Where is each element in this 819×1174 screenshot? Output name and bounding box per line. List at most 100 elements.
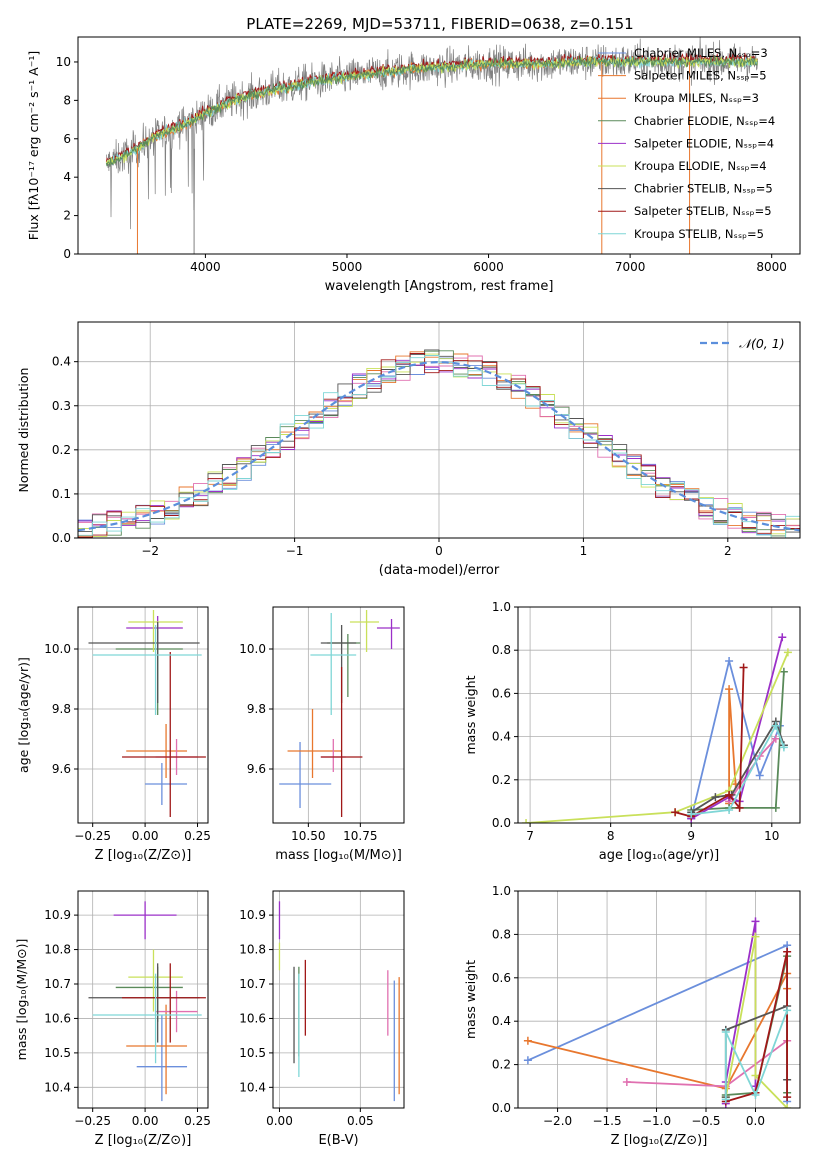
y-tick-label: 9.8 [247,702,266,716]
y-axis-label: Normed distribution [16,368,31,493]
y-tick-label: 10.8 [239,943,266,957]
y-tick-label: 0.2 [52,443,71,457]
y-tick-label: 10.5 [44,1046,71,1060]
y-tick-label: 1.0 [492,884,511,898]
y-axis-label: mass [log₁₀(M/M⊙)] [14,939,29,1061]
x-tick-label: 0.25 [184,829,211,843]
y-tick-label: 10.5 [239,1046,266,1060]
plus-marker [523,1056,532,1065]
age_vs_z-frame [77,606,209,824]
data-point [320,625,357,703]
y-tick-label: 10.0 [239,642,266,656]
age_vs_z-panel: −0.25 0.00 0.25 9.6 9.8 10.0 Z [log₁₀(Z/Z⊙)] ag… [16,606,211,863]
x-axis-label: mass [log₁₀(M/M⊙)] [275,848,402,863]
weight_vs_z-ticks: −2.0 −1.5 −1.0 −0.5 0.0 0.0 0.2 0.4 0.6 0.8 1.0 [492,884,765,1128]
weight_vs_age-ticks: 7 8 9 10 0.0 0.2 0.4 0.6 0.8 1.0 [492,600,780,843]
x-tick-label: 0.0 [746,1114,765,1128]
data-point [92,625,202,715]
spectrum-frame [77,36,801,255]
mass_vs_ebv-panel: 0.00 0.05 10.4 10.5 10.6 10.7 10.8 10.9 E(B-V) [239,890,405,1148]
figure-title: PLATE=2269, MJD=53711, FIBERID=0638, z=0… [246,15,633,33]
x-axis-label: age [log₁₀(age/yr)] [599,848,720,863]
y-tick-label: 10.6 [44,1011,71,1025]
data-point [126,1004,188,1095]
y-tick-label: 0.2 [492,773,511,787]
weight-series [522,648,792,823]
plus-marker [783,648,792,657]
x-tick-label: 0.05 [347,1114,374,1128]
residuals-legend: 𝒩(0, 1) [700,336,785,351]
weight-series [721,1006,792,1104]
plus-marker [739,663,748,672]
x-tick-label: 10.75 [343,829,377,843]
data-point [287,709,342,778]
legend-entry: Chabrier STELIB, Nₛₛₚ=5 [634,182,773,196]
series-line [690,660,781,819]
histogram-series [78,355,800,538]
y-tick-label: 10.6 [239,1011,266,1025]
y-tick-label: 0.8 [492,927,511,941]
plus-marker [725,657,734,665]
plus-marker [755,771,764,780]
y-axis-label: mass weight [463,675,478,754]
age_vs_mass-frame [272,606,405,824]
mass_vs_z-ticks: −0.25 0.00 0.25 10.4 10.5 10.6 10.7 10.8 10.9 [44,908,211,1128]
plus-marker [783,1104,792,1108]
data-point [128,610,183,652]
plus-marker [751,932,760,941]
legend-entry: Salpeter STELIB, Nₛₛₚ=5 [634,204,772,218]
y-tick-label: 10.9 [44,908,71,922]
plus-marker [687,810,696,819]
age_vs_z-points [88,610,206,817]
legend-entry: Kroupa MILES, Nₛₛₚ=3 [634,91,759,105]
x-tick-label: −1.5 [592,1114,621,1128]
data-point [376,619,400,649]
x-tick-label: 0.00 [132,1114,159,1128]
x-tick-label: 5000 [332,260,363,274]
legend-entry: Salpeter ELODIE, Nₛₛₚ=4 [634,136,774,150]
plus-marker [721,1095,730,1104]
weight_vs_age-series [522,633,792,823]
y-tick-label: 0.4 [52,355,71,369]
plus-marker [771,803,780,812]
plus-marker [771,734,780,743]
age_vs_z-grid [78,607,208,823]
x-tick-label: 0.00 [132,829,159,843]
mass_vs_z-panel: −0.25 0.00 0.25 10.4 10.5 10.6 10.7 10.8 10.9 Z [… [14,890,211,1148]
residuals-panel: −2 −1 0 1 2 0.0 0.1 0.2 0.3 0.4 (data-model)/error… [16,321,801,578]
legend-entry: Kroupa STELIB, Nₛₛₚ=5 [634,227,764,241]
y-tick-label: 10.7 [239,977,266,991]
x-tick-label: 0.00 [266,1114,293,1128]
y-tick-label: 0.2 [492,1058,511,1072]
data-point [122,652,206,817]
x-tick-label: 4000 [190,260,221,274]
data-point [310,613,357,715]
series-line [527,973,788,1090]
x-axis-label: Z [log₁₀(Z/Z⊙)] [95,848,192,863]
plus-marker [783,1093,792,1102]
weight-series [523,969,792,1093]
y-tick-label: 2 [63,209,71,223]
weight_vs_age-panel: 7 8 9 10 0.0 0.2 0.4 0.6 0.8 1.0 age [log₁₀(age/yr… [463,600,801,863]
data-point [126,616,183,649]
plus-marker [778,633,787,642]
weight-series [523,941,792,1106]
plus-marker [725,806,734,815]
data-point [349,610,380,652]
y-axis-label: mass weight [463,960,478,1039]
plus-marker [725,685,734,694]
series-line [526,652,789,823]
data-point [145,763,188,805]
residuals-hist [78,349,800,538]
y-tick-label: 8 [63,93,71,107]
spectrum-lines [105,37,758,254]
spectrum-legend: Chabrier MILES, Nₛₛₚ=3 Salpeter MILES, Nₛ… [598,46,775,241]
x-tick-label: 10 [764,829,779,843]
data-point [88,963,200,1043]
x-tick-label: −2.0 [543,1114,572,1128]
x-tick-label: 9 [687,829,695,843]
plus-marker [523,1036,532,1045]
mass_vs_z-points [88,901,206,1102]
legend-entry: Salpeter MILES, Nₛₛₚ=5 [634,69,767,83]
